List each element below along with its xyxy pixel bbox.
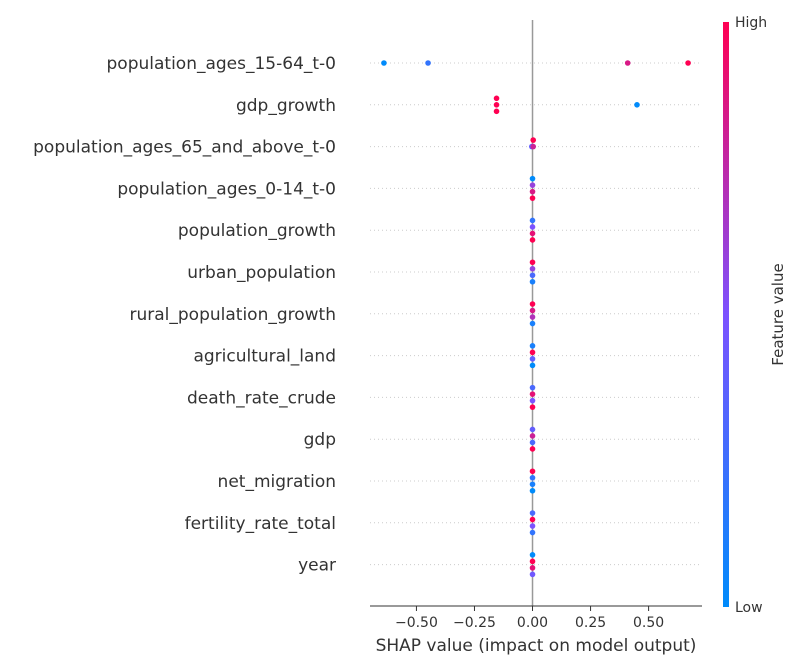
shap-point — [529, 397, 536, 404]
shap-point — [529, 272, 536, 279]
shap-point — [529, 474, 536, 481]
shap-point — [529, 362, 536, 369]
feature-label: fertility_rate_total — [185, 514, 336, 534]
shap-point — [685, 60, 691, 66]
x-tick-label: 0.25 — [575, 615, 606, 631]
shap-point — [529, 391, 536, 397]
x-axis-title: SHAP value (impact on model output) — [376, 636, 697, 656]
shap-point — [529, 529, 536, 536]
shap-point — [529, 301, 536, 307]
shap-point — [634, 102, 640, 108]
shap-point — [493, 108, 500, 115]
feature-label: gdp — [304, 430, 336, 450]
feature-label: net_migration — [218, 472, 336, 492]
shap-point — [529, 349, 536, 356]
shap-point — [529, 188, 536, 195]
feature-label: gdp_growth — [236, 96, 336, 116]
shap-point — [529, 552, 536, 558]
shap-point — [529, 384, 536, 391]
feature-label: agricultural_land — [193, 347, 336, 367]
colorbar-high-label: High — [735, 15, 767, 31]
shap-point — [529, 307, 536, 314]
shap-point — [530, 143, 537, 150]
shap-point — [529, 439, 536, 446]
shap-point — [529, 278, 536, 285]
shap-point — [529, 356, 536, 362]
x-tick-label: −0.50 — [395, 615, 438, 631]
shap-point — [529, 510, 536, 516]
colorbar — [723, 22, 729, 607]
shap-point — [529, 259, 536, 266]
shap-point — [529, 487, 536, 494]
shap-point — [530, 137, 537, 143]
shap-point — [529, 182, 536, 188]
shap-point — [529, 446, 536, 452]
feature-label: population_ages_65_and_above_t-0 — [33, 138, 336, 158]
shap-point — [529, 558, 536, 565]
shap-point — [381, 60, 387, 66]
feature-label: population_ages_15-64_t-0 — [107, 54, 337, 74]
shap-point — [529, 343, 536, 349]
shap-point — [624, 60, 631, 66]
x-tick-label: 0.50 — [633, 615, 664, 631]
x-tick-label: 0.00 — [517, 615, 548, 631]
feature-label: year — [298, 556, 336, 576]
shap-point — [529, 481, 536, 488]
shap-point — [529, 433, 536, 439]
shap-point — [529, 468, 536, 475]
shap-point — [493, 102, 500, 108]
shap-point — [529, 265, 536, 272]
feature-label: death_rate_crude — [187, 388, 336, 408]
shap-point — [529, 565, 536, 571]
shap-point — [425, 60, 431, 66]
shap-point — [529, 523, 536, 529]
colorbar-title: Feature value — [769, 263, 787, 365]
shap-point — [529, 571, 536, 578]
shap-point — [529, 404, 536, 410]
feature-label: population_ages_0-14_t-0 — [117, 179, 336, 199]
shap-point — [493, 95, 500, 102]
x-tick-label: −0.25 — [453, 615, 496, 631]
shap-point — [529, 320, 536, 327]
shap-point — [529, 224, 536, 230]
feature-label: urban_population — [187, 263, 336, 283]
shap-point — [529, 237, 536, 243]
shap-point — [529, 195, 536, 201]
feature-label: rural_population_growth — [129, 305, 336, 325]
shap-point — [529, 175, 536, 182]
shap-point — [529, 426, 536, 433]
shap-point — [529, 217, 536, 224]
colorbar-low-label: Low — [735, 600, 763, 616]
shap-point — [529, 314, 536, 320]
shap-point — [529, 230, 536, 237]
shap-point — [529, 516, 536, 523]
feature-label: population_growth — [178, 221, 336, 241]
